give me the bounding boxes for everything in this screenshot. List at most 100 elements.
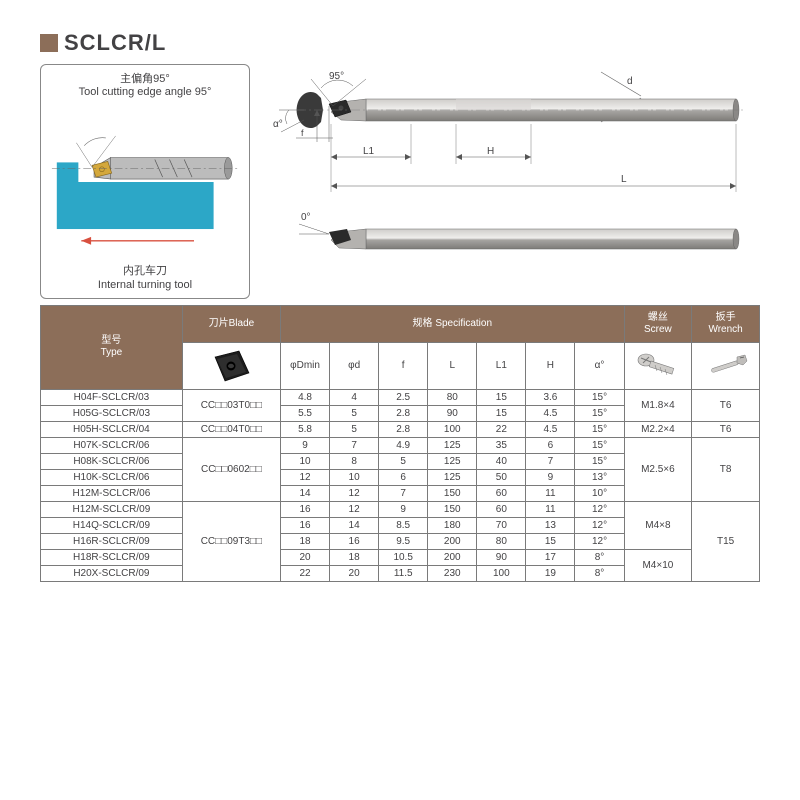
cell: T15 (692, 501, 760, 581)
sub-f: f (379, 342, 428, 389)
cell: 15 (526, 533, 575, 549)
cell: 7 (330, 437, 379, 453)
cell: M2.2×4 (624, 421, 692, 437)
panel-top-cn: 主偏角95° (120, 73, 170, 85)
cell: 125 (428, 469, 477, 485)
cell: 22 (280, 565, 329, 581)
th-spec: 规格 Specification (280, 305, 624, 342)
cell: 125 (428, 453, 477, 469)
label-H: H (487, 146, 494, 157)
label-L1: L1 (363, 146, 375, 157)
cell: 70 (477, 517, 526, 533)
cell: CC□□03T0□□ (182, 389, 280, 421)
cell: 8° (575, 565, 624, 581)
cell: 6 (526, 437, 575, 453)
cell: CC□□0602□□ (182, 437, 280, 501)
cell: H14Q-SCLCR/09 (41, 517, 183, 533)
cell: T8 (692, 437, 760, 501)
cell: 60 (477, 501, 526, 517)
cell: 8° (575, 549, 624, 565)
cell: 150 (428, 501, 477, 517)
th-wrench: 扳手Wrench (692, 305, 760, 342)
label-alpha: α° (273, 119, 283, 130)
title-row: SCLCR/L (40, 30, 760, 56)
cell: 2.8 (379, 421, 428, 437)
cell: 60 (477, 485, 526, 501)
cell: 16 (280, 517, 329, 533)
cell: 22 (477, 421, 526, 437)
product-title: SCLCR/L (64, 30, 166, 56)
sub-a: α° (575, 342, 624, 389)
cell: 230 (428, 565, 477, 581)
cell: 200 (428, 533, 477, 549)
cell: 9.5 (379, 533, 428, 549)
svg-text:f: f (301, 128, 304, 138)
cell: H12M-SCLCR/06 (41, 485, 183, 501)
cell: 12 (280, 469, 329, 485)
cell: 20 (280, 549, 329, 565)
cell: H04F-SCLCR/03 (41, 389, 183, 405)
sub-d: φd (330, 342, 379, 389)
cell: 80 (477, 533, 526, 549)
title-marker (40, 34, 58, 52)
cell: 5 (330, 421, 379, 437)
cell: 9 (379, 501, 428, 517)
label-zero: 0° (301, 212, 311, 223)
screw-icon-cell (624, 342, 692, 389)
cell: H05H-SCLCR/04 (41, 421, 183, 437)
cell: 18 (330, 549, 379, 565)
cell: 10.5 (379, 549, 428, 565)
cell: 14 (330, 517, 379, 533)
cell: 16 (280, 501, 329, 517)
cell: H20X-SCLCR/09 (41, 565, 183, 581)
table-row: H07K-SCLCR/06CC□□0602□□974.912535615°M2.… (41, 437, 760, 453)
cell: CC□□09T3□□ (182, 501, 280, 581)
tool-drawing: d 95° α° (262, 64, 760, 289)
cell: 12° (575, 517, 624, 533)
header-row-1: 型号Type 刀片Blade 规格 Specification 螺丝Screw … (41, 305, 760, 342)
cell: 11 (526, 485, 575, 501)
table-row: H04F-SCLCR/03CC□□03T0□□4.842.580153.615°… (41, 389, 760, 405)
cell: 15° (575, 389, 624, 405)
panel-diagram (47, 107, 243, 257)
cell: 100 (477, 565, 526, 581)
cell: 4.5 (526, 405, 575, 421)
cell: 5 (379, 453, 428, 469)
upper-section: 主偏角95° Tool cutting edge angle 95° (40, 64, 760, 299)
cell: 14 (280, 485, 329, 501)
cell: 15° (575, 453, 624, 469)
blade-icon-cell (182, 342, 280, 389)
cell: 15° (575, 405, 624, 421)
cell: H08K-SCLCR/06 (41, 453, 183, 469)
cell: M4×8 (624, 501, 692, 549)
table-row: H18R-SCLCR/09201810.520090178°M4×10 (41, 549, 760, 565)
cell: 180 (428, 517, 477, 533)
cell: 17 (526, 549, 575, 565)
cell: 11.5 (379, 565, 428, 581)
label-L: L (621, 174, 627, 185)
sub-H: H (526, 342, 575, 389)
cell: 35 (477, 437, 526, 453)
panel-bottom-en: Internal turning tool (98, 279, 192, 291)
cell: 10° (575, 485, 624, 501)
cell: 15° (575, 421, 624, 437)
cell: H18R-SCLCR/09 (41, 549, 183, 565)
cell: 50 (477, 469, 526, 485)
cell: 2.8 (379, 405, 428, 421)
cell: 15 (477, 405, 526, 421)
panel-top-label: 主偏角95° Tool cutting edge angle 95° (79, 73, 212, 99)
panel-bottom-cn: 内孔车刀 (123, 265, 167, 277)
cell: 90 (477, 549, 526, 565)
cell: 20 (330, 565, 379, 581)
cell: 8.5 (379, 517, 428, 533)
cell: M4×10 (624, 549, 692, 581)
wrench-icon-cell (692, 342, 760, 389)
cell: 10 (330, 469, 379, 485)
cell: 8 (330, 453, 379, 469)
cell: 12° (575, 533, 624, 549)
cell: 19 (526, 565, 575, 581)
th-blade: 刀片Blade (182, 305, 280, 342)
label-95: 95° (329, 71, 344, 82)
cell: 7 (526, 453, 575, 469)
cell: 100 (428, 421, 477, 437)
